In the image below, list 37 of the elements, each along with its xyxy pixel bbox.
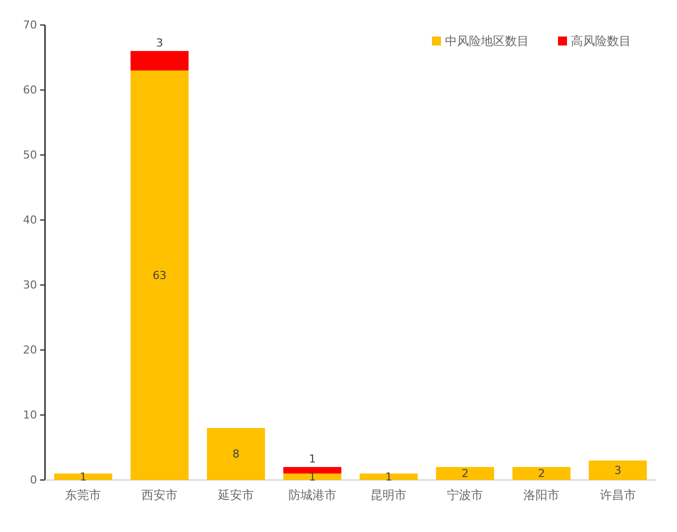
bar [283, 474, 342, 480]
bar [206, 428, 265, 480]
x-tick-label: 昆明市 [370, 488, 407, 502]
y-tick-label: 50 [23, 148, 37, 162]
y-tick-label: 70 [23, 18, 37, 32]
bar [360, 474, 418, 480]
bar [54, 474, 112, 480]
bar [130, 51, 189, 70]
bar [588, 460, 647, 480]
y-tick-label: 40 [23, 214, 37, 226]
data-label: 1 [385, 470, 392, 484]
bar [283, 467, 342, 474]
y-tick-label: 20 [23, 344, 37, 356]
data-label: 63 [152, 268, 167, 282]
x-tick-label: 许昌市 [600, 488, 636, 502]
x-tick-label: 宁波市 [447, 488, 484, 502]
legend-label: 高风险数目 [571, 34, 631, 48]
y-tick-label: 0 [30, 474, 37, 486]
x-tick-label: 洛阳市 [523, 488, 560, 502]
y-tick-label: 60 [23, 84, 37, 96]
x-tick-label: 西安市 [142, 488, 178, 502]
data-label: 1 [308, 452, 316, 466]
data-label: 2 [538, 467, 545, 480]
bar [130, 70, 189, 480]
bar [512, 467, 570, 480]
y-tick-label: 30 [23, 278, 37, 292]
x-tick-label: 东莞市 [65, 488, 102, 502]
data-label: 8 [232, 448, 240, 460]
data-label: 3 [156, 36, 164, 50]
data-label: 1 [80, 470, 87, 484]
x-tick-label: 延安市 [216, 488, 254, 502]
data-label: 1 [308, 470, 316, 484]
x-tick-label: 防城港市 [288, 488, 336, 502]
data-label: 2 [462, 467, 469, 480]
y-tick-label: 10 [23, 408, 37, 422]
data-label: 3 [614, 464, 622, 477]
bar [436, 467, 494, 480]
